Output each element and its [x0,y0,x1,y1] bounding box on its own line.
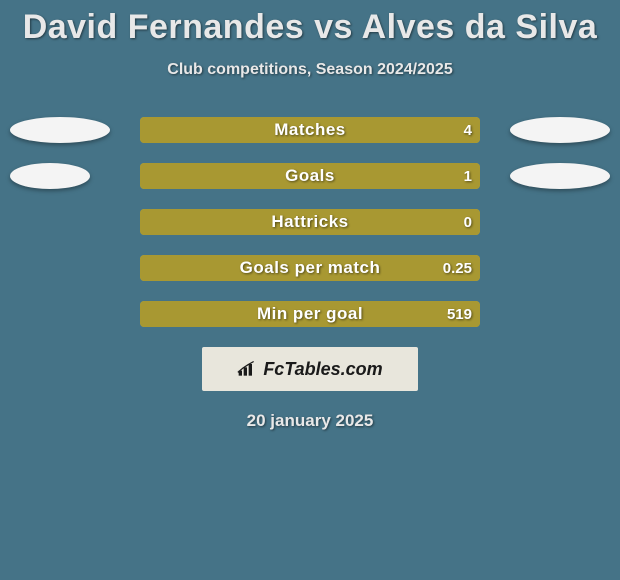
stat-bar: Goals1 [140,163,480,189]
stat-value: 0 [464,209,472,235]
stat-row: Matches4 [0,117,620,143]
bar-chart-icon [237,360,257,378]
stat-row: Min per goal519 [0,301,620,327]
left-oval [10,117,110,143]
stat-value: 0.25 [443,255,472,281]
stat-bar: Goals per match0.25 [140,255,480,281]
site-logo: FcTables.com [202,347,418,391]
stat-label: Goals per match [140,255,480,281]
stat-row: Goals per match0.25 [0,255,620,281]
stat-label: Min per goal [140,301,480,327]
right-oval [510,163,610,189]
footer-date: 20 january 2025 [0,411,620,431]
stat-bar: Hattricks0 [140,209,480,235]
stat-label: Matches [140,117,480,143]
page-title: David Fernandes vs Alves da Silva [0,0,620,47]
logo-text: FcTables.com [263,359,382,380]
stat-label: Goals [140,163,480,189]
left-oval [10,163,90,189]
right-oval [510,117,610,143]
stat-bar: Matches4 [140,117,480,143]
stat-row: Goals1 [0,163,620,189]
stat-bar: Min per goal519 [140,301,480,327]
stat-label: Hattricks [140,209,480,235]
stat-value: 519 [447,301,472,327]
stats-chart: Matches4Goals1Hattricks0Goals per match0… [0,117,620,327]
stat-row: Hattricks0 [0,209,620,235]
page-subtitle: Club competitions, Season 2024/2025 [0,61,620,79]
stat-value: 4 [464,117,472,143]
comparison-infographic: David Fernandes vs Alves da Silva Club c… [0,0,620,580]
stat-value: 1 [464,163,472,189]
